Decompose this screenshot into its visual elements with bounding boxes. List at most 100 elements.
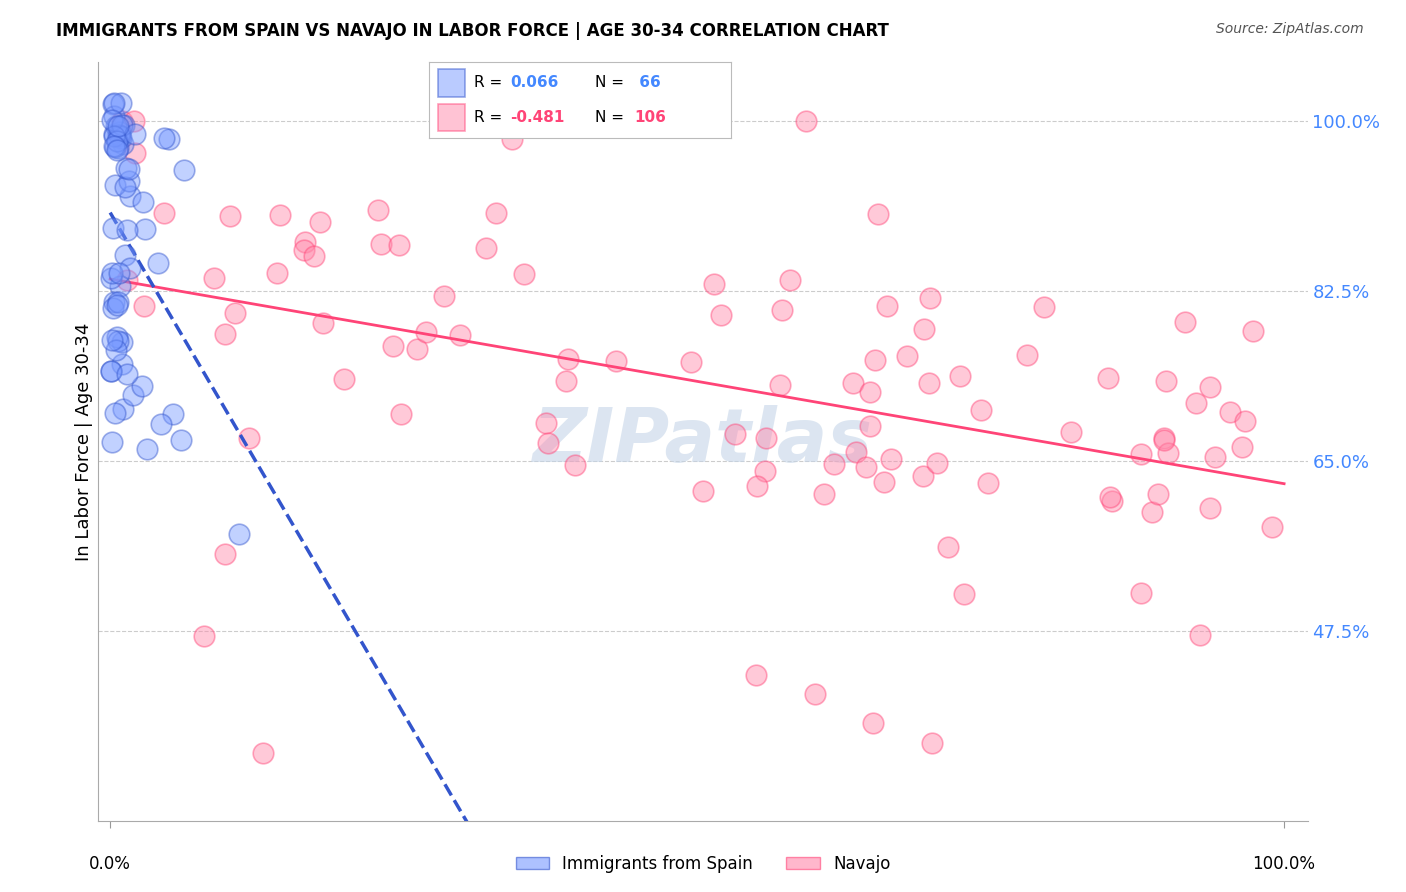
Point (925, 456, 948, 470)
Point (1204, 450, 1226, 464)
Point (134, 300, 156, 314)
Point (1101, 493, 1123, 508)
Point (513, 267, 536, 281)
Point (103, 139, 125, 153)
Point (107, 141, 129, 155)
Point (1059, 425, 1081, 440)
Text: ZIPatlas: ZIPatlas (533, 405, 873, 478)
Point (228, 527, 250, 541)
Point (779, 273, 801, 287)
Text: N =: N = (595, 111, 624, 125)
Point (294, 235, 316, 249)
Point (813, 487, 835, 501)
Point (214, 547, 236, 561)
Point (112, 118, 135, 132)
Bar (437, 70, 465, 96)
Point (134, 221, 156, 235)
Point (238, 431, 260, 445)
Point (896, 349, 918, 363)
Point (1219, 405, 1241, 419)
Point (107, 119, 129, 133)
Point (112, 402, 135, 417)
Point (503, 118, 526, 132)
Point (537, 435, 560, 450)
Text: IMMIGRANTS FROM SPAIN VS NAVAJO IN LABOR FORCE | AGE 30-34 CORRELATION CHART: IMMIGRANTS FROM SPAIN VS NAVAJO IN LABOR… (56, 22, 889, 40)
Point (104, 140, 127, 154)
Point (103, 127, 125, 141)
Point (844, 445, 866, 459)
Point (193, 629, 215, 643)
Point (302, 249, 325, 263)
Point (104, 178, 127, 192)
Point (105, 143, 128, 157)
Point (449, 327, 471, 342)
Point (162, 407, 184, 421)
Point (1198, 380, 1220, 394)
Point (949, 368, 972, 383)
Point (115, 273, 138, 287)
Point (880, 452, 903, 467)
Point (292, 243, 315, 257)
Point (107, 330, 129, 344)
Point (475, 241, 498, 255)
Point (105, 343, 128, 357)
Point (1241, 324, 1264, 338)
Text: 0.066: 0.066 (510, 76, 558, 90)
Point (149, 417, 172, 432)
Point (122, 113, 145, 128)
Point (803, 687, 825, 701)
Point (1234, 414, 1257, 428)
Point (842, 376, 865, 391)
Point (103, 109, 125, 123)
Point (108, 129, 131, 144)
Point (114, 161, 136, 176)
Point (136, 442, 159, 456)
Point (107, 294, 129, 309)
Point (681, 355, 703, 369)
Point (112, 137, 135, 152)
Point (1033, 300, 1056, 314)
Point (110, 130, 132, 145)
Point (153, 130, 176, 145)
Point (333, 372, 356, 386)
Point (557, 351, 579, 366)
Y-axis label: In Labor Force | Age 30-34: In Labor Force | Age 30-34 (75, 322, 93, 561)
Point (107, 134, 129, 148)
Point (101, 266, 124, 280)
Point (111, 113, 134, 128)
Point (755, 431, 778, 445)
Point (146, 255, 169, 269)
Point (794, 113, 817, 128)
Point (823, 457, 845, 471)
Point (485, 206, 508, 220)
Point (214, 326, 236, 341)
Point (724, 426, 747, 441)
Point (387, 238, 409, 252)
Point (1185, 396, 1208, 410)
Point (159, 132, 181, 146)
Point (107, 334, 129, 349)
Point (920, 291, 942, 305)
Point (918, 376, 941, 390)
Text: R =: R = (474, 76, 508, 90)
Point (269, 209, 291, 223)
Text: 106: 106 (634, 111, 666, 125)
Point (1189, 627, 1212, 641)
Point (859, 418, 882, 433)
Point (111, 335, 134, 350)
Point (105, 119, 128, 133)
Point (218, 209, 240, 223)
Point (114, 248, 136, 262)
Point (111, 119, 134, 133)
Point (692, 483, 714, 498)
Point (115, 222, 138, 236)
Point (103, 97, 125, 112)
Point (224, 306, 246, 320)
Point (173, 163, 195, 178)
Point (108, 266, 131, 280)
Point (370, 236, 392, 251)
Point (108, 125, 131, 139)
Point (266, 266, 288, 280)
Point (100, 364, 122, 378)
Point (745, 668, 768, 682)
